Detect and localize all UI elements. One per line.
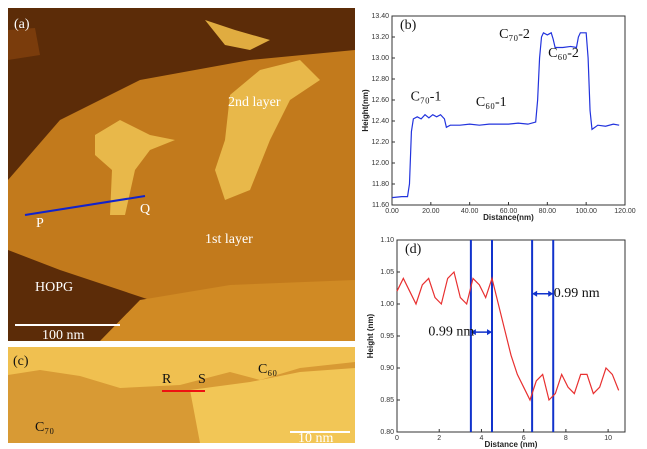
y-tick-label: 1.05 <box>380 269 394 276</box>
annotation: C₆₀-2 <box>548 46 579 61</box>
y-tick-label: 0.80 <box>380 429 394 436</box>
x-tick-label: 20.00 <box>422 208 440 215</box>
substrate-label: HOPG <box>35 280 73 295</box>
stm-image-c <box>8 347 355 443</box>
y-tick-label: 13.00 <box>371 55 389 62</box>
panel-label: (b) <box>400 18 417 33</box>
data-line <box>391 31 620 199</box>
molecule-label: C₇₀ <box>35 420 54 435</box>
x-tick-label: 10 <box>604 435 612 442</box>
x-tick-label: 100.00 <box>575 208 597 215</box>
x-tick-label: 0.00 <box>385 208 399 215</box>
x-tick-label: 2 <box>437 435 441 442</box>
annotation: 0.99 nm <box>428 324 474 339</box>
stm-image-a <box>8 8 355 341</box>
panel-label: (c) <box>13 354 29 369</box>
y-tick-label: 11.60 <box>372 202 389 209</box>
y-axis-label: Height (nm) <box>366 313 375 358</box>
y-tick-label: 0.95 <box>380 333 394 340</box>
x-tick-label: 60.00 <box>500 208 518 215</box>
y-tick-label: 13.20 <box>371 34 389 41</box>
y-axis-label: Height(nm) <box>361 89 370 132</box>
y-tick-label: 12.20 <box>371 139 389 146</box>
annotation: C₇₀-1 <box>411 89 442 104</box>
arrow-head <box>487 329 492 336</box>
molecule-label: C₆₀ <box>258 362 277 377</box>
x-axis-label: Distance(nm) <box>483 213 534 222</box>
profile-line-pq <box>24 195 146 216</box>
annotation: C₇₀-2 <box>499 27 530 42</box>
x-tick-label: 0 <box>395 435 399 442</box>
scale-bar-label: 10 nm <box>298 431 334 446</box>
x-tick-label: 80.00 <box>539 208 557 215</box>
y-tick-label: 13.40 <box>371 13 389 20</box>
layer-label: 1st layer <box>205 232 253 247</box>
point-label: Q <box>140 202 150 217</box>
x-tick-label: 40.00 <box>461 208 479 215</box>
arrow-head <box>532 290 538 297</box>
y-tick-label: 11.80 <box>372 181 389 188</box>
annotation: C₆₀-1 <box>476 95 507 110</box>
x-tick-label: 120.00 <box>614 208 636 215</box>
scale-bar-label: 100 nm <box>42 328 85 343</box>
data-line <box>396 270 620 402</box>
layer-label: 2nd layer <box>228 95 281 110</box>
panel-label: (d) <box>405 242 422 257</box>
x-tick-label: 4 <box>479 435 483 442</box>
arrow-head <box>548 290 554 297</box>
y-tick-label: 12.00 <box>371 160 389 167</box>
panel-label: (a) <box>14 17 30 32</box>
annotation: 0.99 nm <box>554 286 600 301</box>
point-label: S <box>198 372 206 387</box>
x-axis-label: Distance (nm) <box>485 440 538 449</box>
y-tick-label: 0.90 <box>380 365 394 372</box>
x-tick-label: 6 <box>522 435 526 442</box>
point-label: P <box>36 216 44 231</box>
y-tick-label: 12.60 <box>371 97 389 104</box>
y-tick-label: 12.80 <box>371 76 389 83</box>
arrow-head <box>470 329 476 336</box>
y-tick-label: 1.10 <box>380 237 394 244</box>
point-label: R <box>162 372 172 387</box>
y-tick-label: 0.85 <box>380 397 394 404</box>
x-tick-label: 8 <box>564 435 568 442</box>
y-tick-label: 12.40 <box>371 118 389 125</box>
y-tick-label: 1.00 <box>380 301 394 308</box>
